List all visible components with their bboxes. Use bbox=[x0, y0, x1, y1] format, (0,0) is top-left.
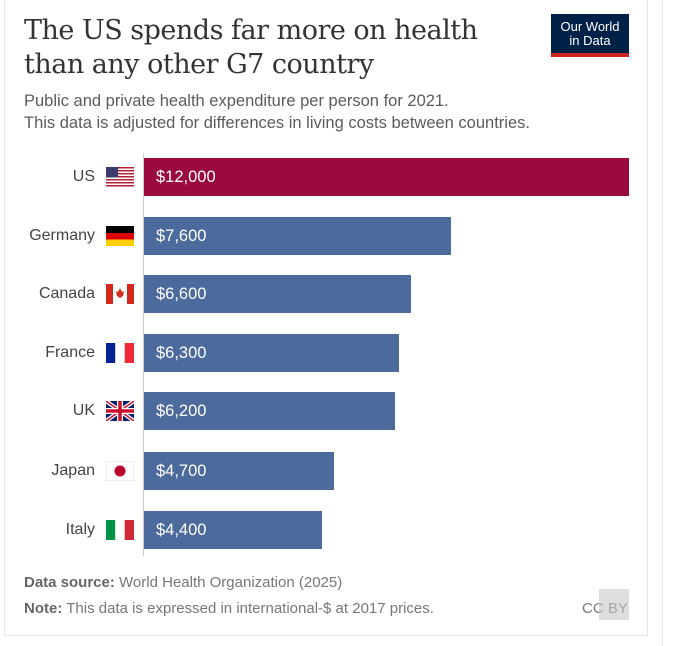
italy-flag-icon bbox=[106, 520, 134, 540]
value-label: $6,200 bbox=[156, 402, 207, 420]
bar-row[interactable]: Germany $7,600 bbox=[0, 217, 640, 255]
category-label: Canada bbox=[38, 285, 95, 302]
category-label: Germany bbox=[29, 227, 95, 244]
us-flag-icon bbox=[106, 167, 134, 187]
source-text: World Health Organization (2025) bbox=[119, 574, 343, 591]
value-label: $4,700 bbox=[156, 462, 207, 480]
category-label: Japan bbox=[51, 462, 95, 479]
note: Note: This data is expressed in internat… bbox=[24, 600, 434, 617]
value-label: $6,300 bbox=[156, 344, 207, 362]
bar-row[interactable]: Italy $4,400 bbox=[0, 511, 640, 549]
bar[interactable]: $6,200 bbox=[144, 392, 395, 430]
category-label: UK bbox=[72, 402, 95, 419]
source-label: Data source: bbox=[24, 574, 115, 591]
category-label: Italy bbox=[65, 521, 95, 538]
bar[interactable]: $6,300 bbox=[144, 334, 399, 372]
data-source: Data source: World Health Organization (… bbox=[24, 574, 342, 591]
germany-flag-icon bbox=[106, 226, 134, 246]
overlay-button[interactable] bbox=[599, 589, 629, 620]
uk-flag-icon bbox=[104, 399, 136, 423]
bar[interactable]: $7,600 bbox=[144, 217, 452, 255]
bar-row[interactable]: Japan $4,700 bbox=[0, 452, 640, 490]
bar[interactable]: $4,700 bbox=[144, 452, 334, 490]
logo-line-2: in Data bbox=[569, 33, 611, 48]
bar-row[interactable]: UK $6,200 bbox=[0, 392, 640, 430]
subtitle-line-1: Public and private health expenditure pe… bbox=[24, 92, 449, 110]
bar-row[interactable]: US $12,000 bbox=[0, 158, 640, 196]
category-label: US bbox=[72, 168, 95, 185]
value-label: $6,600 bbox=[156, 285, 207, 303]
subtitle-line-2: This data is adjusted for differences in… bbox=[24, 114, 530, 132]
value-label: $4,400 bbox=[156, 521, 207, 539]
bar[interactable]: $12,000 bbox=[144, 158, 629, 196]
logo-line-1: Our World bbox=[560, 19, 620, 34]
france-flag-icon bbox=[106, 343, 134, 363]
category-label: France bbox=[45, 344, 95, 361]
japan-flag-icon bbox=[105, 460, 135, 482]
bar[interactable]: $6,600 bbox=[144, 275, 411, 313]
y-axis-line bbox=[143, 153, 144, 556]
note-text: This data is expressed in international-… bbox=[66, 600, 434, 617]
value-label: $12,000 bbox=[156, 168, 216, 186]
note-label: Note: bbox=[24, 600, 63, 617]
canada-flag-icon bbox=[106, 284, 134, 304]
chart-card bbox=[4, 0, 648, 636]
bar-row[interactable]: France $6,300 bbox=[0, 334, 640, 372]
owid-logo[interactable]: Our World in Data bbox=[551, 14, 629, 57]
chart-title: The US spends far more on health than an… bbox=[24, 15, 478, 80]
bar[interactable]: $4,400 bbox=[144, 511, 322, 549]
chart-subtitle: Public and private health expenditure pe… bbox=[24, 90, 634, 134]
bar-row[interactable]: Canada $6,600 bbox=[0, 275, 640, 313]
divider bbox=[662, 0, 663, 646]
value-label: $7,600 bbox=[156, 227, 207, 245]
